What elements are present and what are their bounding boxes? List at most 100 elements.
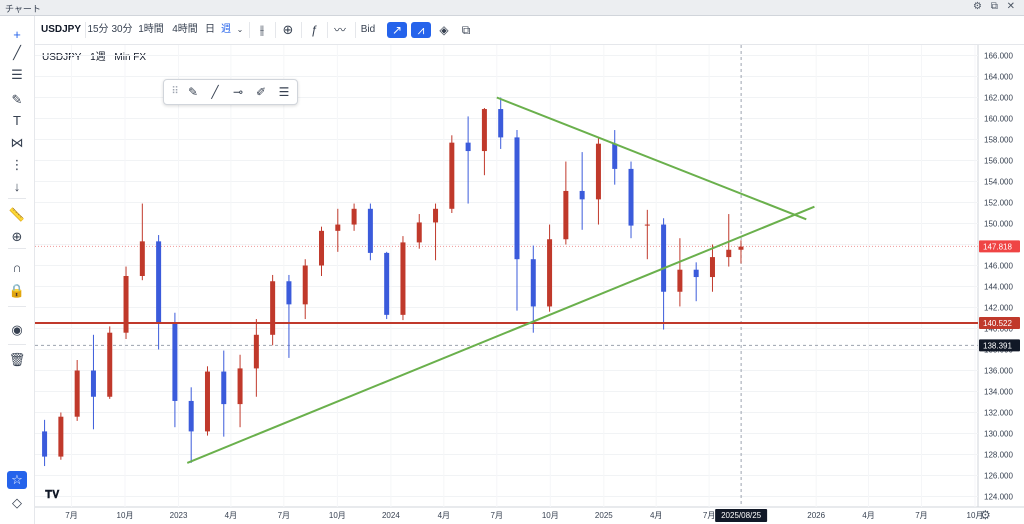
y-tick-label: 160.000	[984, 115, 1013, 124]
candle-body	[481, 109, 487, 152]
candle-body	[107, 332, 113, 397]
legend-symbol: USDJPY	[42, 52, 82, 63]
timeframe-week[interactable]: 週	[221, 24, 231, 35]
y-tick-label: 126.000	[984, 472, 1013, 481]
y-tick-label: 158.000	[984, 136, 1013, 145]
trend-line-icon[interactable]: ╱	[211, 85, 219, 99]
candle-body	[579, 190, 585, 200]
candle-body	[628, 168, 634, 226]
trend-line	[496, 96, 807, 221]
drawing-style-icon[interactable]: ◈	[439, 23, 449, 37]
magnet-icon[interactable]: ∩	[12, 260, 22, 275]
floating-drawing-toolbar: ⠿ ✎ ╱ ⊸ ✐ ☰	[163, 79, 298, 105]
brush-icon[interactable]: ✐	[255, 85, 267, 99]
lock-icon[interactable]: 🔒	[8, 283, 26, 298]
x-tick-label: 4月	[225, 511, 237, 520]
candle-body	[156, 241, 162, 324]
trash-icon[interactable]: 🗑	[8, 352, 26, 367]
toolbar-divider	[8, 198, 26, 199]
x-tick-label: 10月	[329, 511, 346, 520]
y-tick-label: 142.000	[984, 304, 1013, 313]
candle-body	[58, 416, 64, 457]
alerts-chart-icon[interactable]: 〰	[333, 23, 346, 37]
window-title: チャート	[5, 4, 41, 14]
x-tick-label: 2026	[807, 511, 825, 520]
candle-body	[530, 259, 536, 307]
x-tick-label: 7月	[915, 511, 927, 520]
window-controls[interactable]: ⚙ ⧉ ✕	[973, 1, 1018, 12]
price-label-box	[979, 339, 1020, 352]
settings-icon[interactable]: ⚙	[972, 1, 985, 12]
drawing-toolbar: + ╱ ☰ ✎ T ⋈ ⋮ ↓ 📏 ⊕ ∩ 🔒 ◉ 🗑 ☆ ◇	[0, 16, 35, 524]
candle-body	[498, 109, 504, 138]
candle-body	[319, 230, 325, 266]
arrow-down-icon[interactable]: ↓	[13, 179, 21, 194]
candle-body	[351, 208, 357, 225]
timeframe-1h[interactable]: 1時間	[138, 24, 164, 35]
candle-body	[661, 224, 667, 292]
timeframe-day[interactable]: 日	[205, 24, 215, 35]
chart-settings-icon[interactable]: ⚙	[980, 508, 991, 522]
fib-icon[interactable]: ⋮	[10, 157, 24, 172]
x-tick-label: 2024	[382, 511, 400, 520]
y-tick-label: 136.000	[984, 367, 1013, 376]
y-tick-label: 132.000	[984, 409, 1013, 418]
y-tick-label: 130.000	[984, 430, 1013, 439]
candle-body	[221, 371, 227, 405]
pen-icon[interactable]: ✎	[11, 92, 23, 107]
candle-body	[449, 142, 455, 209]
timeframe-30m[interactable]: 30分	[111, 24, 133, 35]
candle-body	[270, 281, 276, 335]
y-tick-label: 162.000	[984, 94, 1013, 103]
parallel-lines-icon[interactable]: ☰	[278, 85, 290, 99]
x-tick-label: 7月	[703, 511, 715, 520]
candle-body	[74, 370, 80, 417]
pencil-icon[interactable]: ✎	[187, 85, 199, 99]
price-source-bid[interactable]: Bid	[360, 24, 376, 35]
x-tick-label: 10月	[967, 511, 984, 520]
timeframe-dropdown-icon[interactable]: ⌄	[236, 25, 244, 34]
window-titlebar: チャート ⚙ ⧉ ✕	[0, 0, 1024, 16]
x-tick-label: 2025	[595, 511, 613, 520]
symbol-selector[interactable]: USDJPY	[41, 24, 82, 35]
text-icon[interactable]: T	[13, 113, 21, 128]
add-compare-icon[interactable]: ⊕	[282, 22, 294, 37]
y-tick-label: 124.000	[984, 493, 1013, 502]
timeframe-15m[interactable]: 15分	[87, 24, 109, 35]
crosshair-icon[interactable]: +	[13, 27, 21, 42]
legend-source: Min FX	[114, 52, 147, 63]
price-label-text: 138.391	[983, 341, 1012, 350]
candle-type-icon[interactable]: ⫲	[259, 22, 265, 37]
toolbar-divider	[85, 22, 86, 38]
x-tick-label: 10月	[117, 511, 134, 520]
y-tick-label: 156.000	[984, 157, 1013, 166]
zoom-icon[interactable]: ⊕	[11, 229, 23, 244]
ruler-icon[interactable]: 📏	[8, 207, 26, 222]
line-mode-icon[interactable]: ↗	[387, 22, 407, 38]
close-icon[interactable]: ✕	[1006, 1, 1018, 12]
horizontal-lines-icon[interactable]: ☰	[11, 67, 23, 82]
eye-icon[interactable]: ◉	[11, 322, 23, 337]
candle-body	[172, 323, 178, 401]
toolbar-divider	[249, 22, 250, 38]
indicators-icon[interactable]: ƒ	[310, 23, 318, 37]
layers-icon[interactable]: ◇	[12, 495, 22, 510]
candle-body	[400, 242, 406, 315]
candle-body	[335, 224, 341, 231]
toolbar-divider	[327, 22, 328, 38]
drag-handle-icon[interactable]: ⠿	[171, 86, 179, 97]
wave-mode-icon[interactable]: ⩘	[411, 22, 431, 38]
popout-icon[interactable]: ⧉	[990, 1, 1001, 12]
timeframe-4h[interactable]: 4時間	[172, 24, 198, 35]
trend-line-icon[interactable]: ╱	[13, 45, 21, 60]
y-tick-label: 164.000	[984, 73, 1013, 82]
horizontal-ray-icon[interactable]: ⊸	[232, 85, 244, 99]
candle-body	[709, 257, 715, 278]
price-axis-area	[978, 45, 1024, 507]
candle-body	[204, 371, 210, 432]
favorites-star-icon[interactable]: ☆	[7, 471, 27, 489]
pattern-icon[interactable]: ⋈	[10, 135, 24, 150]
layout-icon[interactable]: ⧉	[461, 23, 471, 37]
candle-body	[237, 368, 243, 405]
